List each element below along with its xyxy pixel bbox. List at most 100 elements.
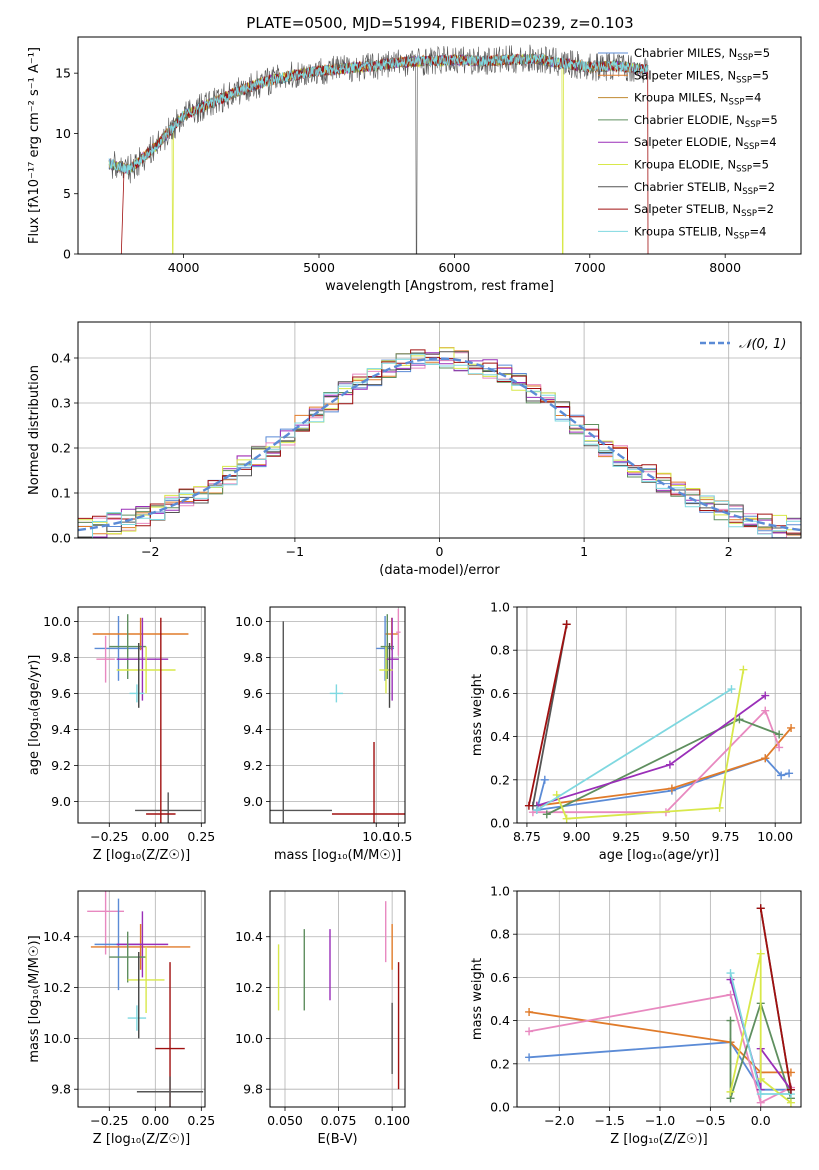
x-tick-label: −1.5: [594, 1113, 624, 1128]
x-tick-label: 0.25: [187, 829, 215, 844]
y-tick-label: 0.6: [490, 970, 510, 985]
x-tick-label: 8.75: [513, 829, 541, 844]
weight-marker: [756, 904, 765, 913]
y-tick-label: 10.0: [43, 614, 71, 629]
x-tick-label: 4000: [168, 260, 200, 275]
weight-marker: [761, 691, 770, 700]
x-axis-label: wavelength [Angstrom, rest frame]: [325, 279, 554, 294]
weight-marker: [726, 1016, 735, 1025]
x-tick-label: 7000: [574, 260, 606, 275]
weight-marker: [726, 969, 735, 978]
y-tick-label: 9.6: [51, 686, 71, 701]
normal-curve: [78, 357, 801, 532]
y-tick-label: 9.4: [51, 722, 71, 737]
y-axis-label: Normed distribution: [27, 365, 42, 495]
histogram-steps: [78, 349, 801, 534]
y-tick-label: 0.2: [51, 441, 71, 456]
y-tick-label: 0.4: [490, 1013, 510, 1028]
panel-massweight-vs-Z: −2.0 −1.5 −1.0 −0.5 0.0 0.0 0.2 0.4 0.6 0.8 1.0 Z […: [470, 884, 802, 1147]
legend-value: =5: [753, 46, 770, 60]
x-tick-label: 10.00: [757, 829, 793, 844]
weight-marker: [562, 620, 571, 629]
legend-label: Chabrier ELODIE, NSSP=5: [634, 113, 778, 130]
y-axis-label: mass weight: [470, 958, 485, 1040]
x-axis-label: mass [log₁₀(M/M☉)]: [274, 848, 401, 863]
weight-marker: [786, 1085, 795, 1094]
legend-label: Kroupa ELODIE, NSSP=5: [634, 158, 769, 175]
y-tick-label: 0.1: [51, 486, 71, 501]
y-tick-label: 0.2: [490, 1056, 510, 1071]
x-tick-label: 10.5: [384, 829, 412, 844]
weight-marker: [540, 775, 549, 784]
y-tick-label: 0.4: [51, 351, 71, 366]
y-tick-label: 0.4: [490, 729, 510, 744]
legend-label: Chabrier MILES, NSSP=5: [634, 46, 770, 63]
weight-line: [528, 1011, 791, 1074]
y-tick-label: 0: [63, 247, 71, 262]
axes-frame: [269, 890, 406, 1108]
weight-marker: [756, 1090, 765, 1099]
x-tick-label: 9.75: [712, 829, 740, 844]
weight-marker: [785, 769, 794, 778]
legend: Chabrier MILES, NSSP=5 Salpeter MILES, NS…: [598, 46, 778, 241]
x-tick-label: −0.25: [90, 1113, 128, 1128]
axes-frame: [269, 606, 406, 824]
y-tick-label: 9.4: [243, 722, 263, 737]
y-tick-label: 0.8: [490, 927, 510, 942]
weight-marker: [761, 706, 770, 715]
plot-area: [108, 44, 649, 254]
y-tick-label: 10.0: [235, 614, 263, 629]
y-tick-label: 0.8: [490, 643, 510, 658]
panel-mass-vs-ebv: 0.050 0.075 0.100 9.8 10.0 10.2 10.4 E(B-V): [235, 890, 410, 1147]
spectrum-line: [108, 53, 649, 175]
legend-label: Kroupa MILES, NSSP=4: [634, 91, 761, 108]
weight-marker: [761, 754, 770, 763]
x-tick-label: 0.100: [374, 1113, 410, 1128]
x-tick-label: −2: [141, 544, 159, 559]
x-tick-label: −2.0: [544, 1113, 574, 1128]
y-axis-label: Flux [fλ10⁻¹⁷ erg cm⁻² s⁻¹ A⁻¹]: [27, 47, 42, 244]
weight-marker: [542, 810, 551, 819]
y-axis-label: age [log₁₀(age/yr)]: [27, 655, 42, 776]
weight-marker: [715, 803, 724, 812]
weight-line: [555, 669, 745, 820]
histogram-steps: [78, 351, 801, 538]
weight-marker: [775, 743, 784, 752]
y-tick-label: 10.4: [43, 929, 71, 944]
x-axis-label: Z [log₁₀(Z/Z☉)]: [93, 1132, 190, 1147]
x-tick-label: 0.050: [267, 1113, 303, 1128]
y-tick-label: 1.0: [490, 884, 510, 899]
x-tick-label: 9.25: [612, 829, 640, 844]
weight-marker: [786, 1098, 795, 1107]
y-axis-label: mass [log₁₀(M/M☉)]: [27, 935, 42, 1062]
panel-age-vs-Z: −0.25 0.00 0.25 9.0 9.2 9.4 9.6 9.8 10.0 Z [log₁₀…: [27, 606, 215, 863]
legend-label: Salpeter ELODIE, NSSP=4: [634, 135, 777, 152]
y-tick-label: 10.0: [235, 1031, 263, 1046]
legend-value: =2: [758, 180, 775, 194]
legend-value: =4: [744, 91, 761, 105]
y-tick-label: 0.2: [490, 772, 510, 787]
plot-area: [277, 901, 400, 1090]
x-axis-label: Z [log₁₀(Z/Z☉)]: [610, 1132, 707, 1147]
axes-frame: [77, 606, 206, 824]
axes-frame: [516, 606, 802, 824]
x-tick-label: 0: [436, 544, 444, 559]
figure-title: PLATE=0500, MJD=51994, FIBERID=0239, z=0…: [246, 14, 633, 32]
legend-value: =2: [757, 202, 774, 216]
y-tick-label: 10.4: [235, 929, 263, 944]
panel-mass-vs-Z: −0.25 0.00 0.25 9.8 10.0 10.2 10.4 Z [log₁₀(Z/Z…: [27, 890, 215, 1147]
plot-area: [78, 347, 801, 538]
weight-marker: [562, 814, 571, 823]
weight-marker: [667, 784, 676, 793]
weight-line: [536, 688, 732, 811]
x-tick-label: −0.25: [90, 829, 128, 844]
y-tick-label: 9.2: [243, 758, 263, 773]
weight-marker: [525, 1007, 534, 1016]
panel-residuals: −2 −1 0 1 2 0.0 0.1 0.2 0.3 0.4 (data-model)/error…: [27, 321, 802, 578]
weight-marker: [726, 1087, 735, 1096]
x-axis-label: Z [log₁₀(Z/Z☉)]: [93, 848, 190, 863]
x-tick-label: 8000: [709, 260, 741, 275]
plot-area: [92, 614, 202, 823]
